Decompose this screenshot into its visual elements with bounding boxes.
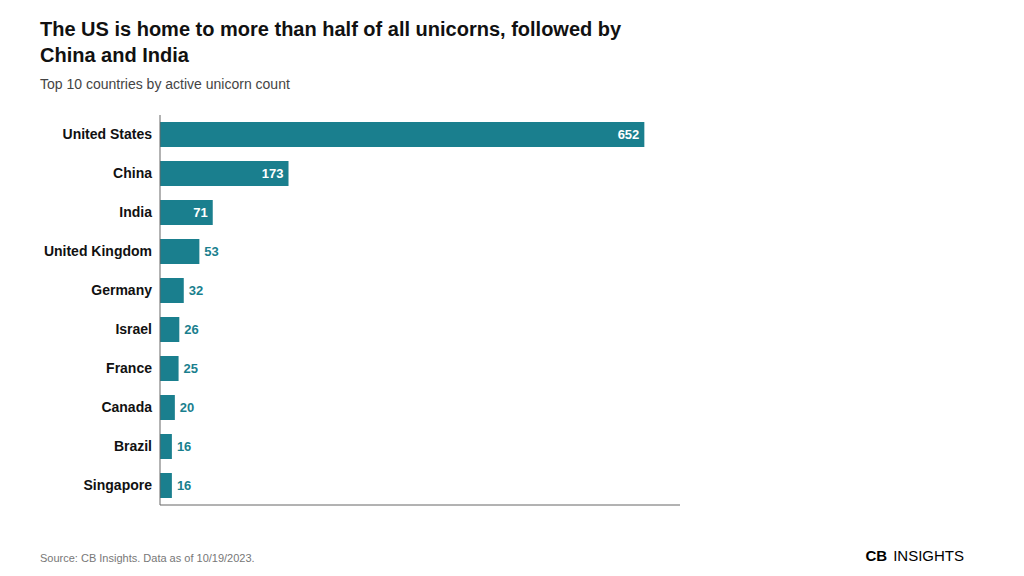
svg-text:16: 16 [177,439,191,454]
svg-text:53: 53 [204,244,218,259]
svg-text:32: 32 [189,283,203,298]
svg-text:71: 71 [193,205,207,220]
svg-text:Israel: Israel [115,321,152,337]
svg-text:United Kingdom: United Kingdom [44,243,152,259]
svg-text:652: 652 [618,127,640,142]
svg-text:Canada: Canada [101,399,152,415]
svg-text:Germany: Germany [91,282,152,298]
svg-text:25: 25 [184,361,198,376]
svg-text:India: India [119,204,152,220]
svg-text:16: 16 [177,478,191,493]
html-text:Source: CB Insights. Data as o: Source: CB Insights. Data as of 10/19/20… [40,552,255,564]
svg-text:France: France [106,360,152,376]
svg-text:United States: United States [63,126,153,142]
svg-text:Singapore: Singapore [84,477,153,493]
html-text:CB INSIGHTS: CB INSIGHTS [865,547,964,564]
svg-text:20: 20 [180,400,194,415]
svg-text:173: 173 [262,166,284,181]
html-text:The US is home to more than ha: The US is home to more than half of all … [40,18,622,66]
svg-text:26: 26 [184,322,198,337]
svg-text:China: China [113,165,152,181]
svg-text:Brazil: Brazil [114,438,152,454]
html-text:Top 10 countries by active uni: Top 10 countries by active unicorn count [40,76,290,92]
